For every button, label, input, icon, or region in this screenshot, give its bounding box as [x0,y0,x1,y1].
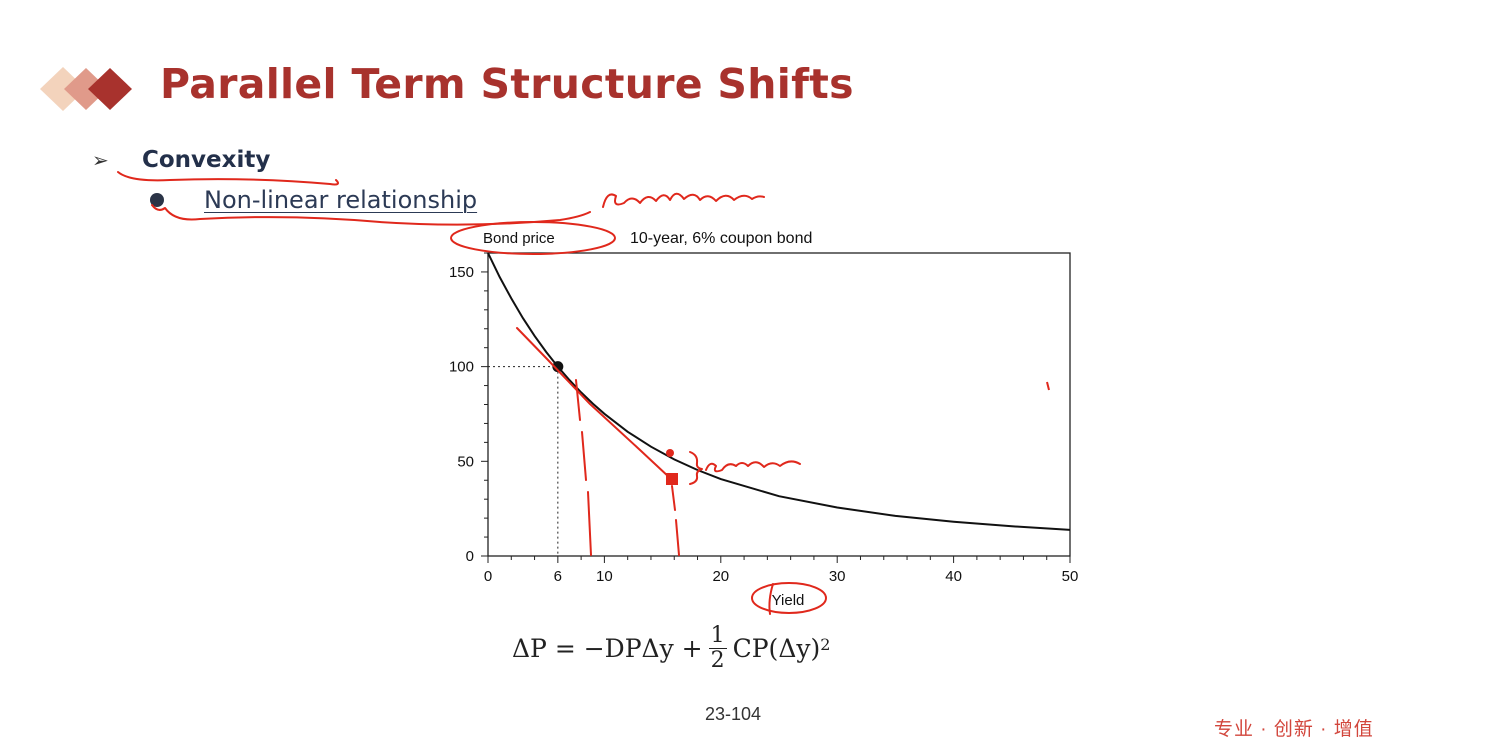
footer-slogan: 专业 · 创新 · 增值 [1214,719,1374,740]
formula-frac-num: 1 [708,623,727,649]
x-tick-label: 50 [1062,568,1079,585]
x-tick-label: 6 [554,568,562,585]
bullet-convexity-label: Convexity [142,147,271,173]
page-title: Parallel Term Structure Shifts [160,60,854,108]
y-tick-label: 150 [449,264,474,281]
y-tick-label: 50 [457,453,474,470]
x-tick-label: 30 [829,568,846,585]
x-tick-label: 10 [596,568,613,585]
formula-lhs: ΔP = −DPΔy + [512,633,703,663]
formula-fraction: 1 2 [708,623,727,673]
bullet-non-linear: Non-linear relationship [150,184,477,216]
y-axis-label: Bond price [483,230,555,247]
price-yield-curve [487,252,1071,531]
y-tick-label: 100 [449,359,474,376]
curvature-scribble [602,192,765,208]
bullet-arrow-icon: ➢ [92,149,109,172]
bullet-non-linear-label: Non-linear relationship [204,186,478,214]
chart-subtitle: 10-year, 6% coupon bond [630,230,812,247]
plot-frame [487,252,1071,557]
x-tick-label: 40 [945,568,962,585]
formula-exponent: 2 [820,634,831,654]
bond-price-chart: Bond price 10-year, 6% coupon bond 0 50 10… [449,230,1079,609]
x-tick-label: 0 [484,568,492,585]
page-number: 23-104 [705,704,762,724]
y-tick-label: 0 [466,548,474,565]
bullet-dot-icon [150,193,164,207]
formula-rhs: CP(Δy) [732,633,821,663]
x-tick-label: 20 [712,568,729,585]
logo-diamonds-icon [40,67,132,111]
x-axis-label: Yield [772,592,805,609]
convexity-formula: ΔP = −DPΔy + 1 2 CP(Δy) 2 [512,618,830,678]
bullet-convexity: ➢ Convexity [92,145,270,175]
formula-frac-den: 2 [710,647,725,673]
current-yield-point [552,361,564,373]
